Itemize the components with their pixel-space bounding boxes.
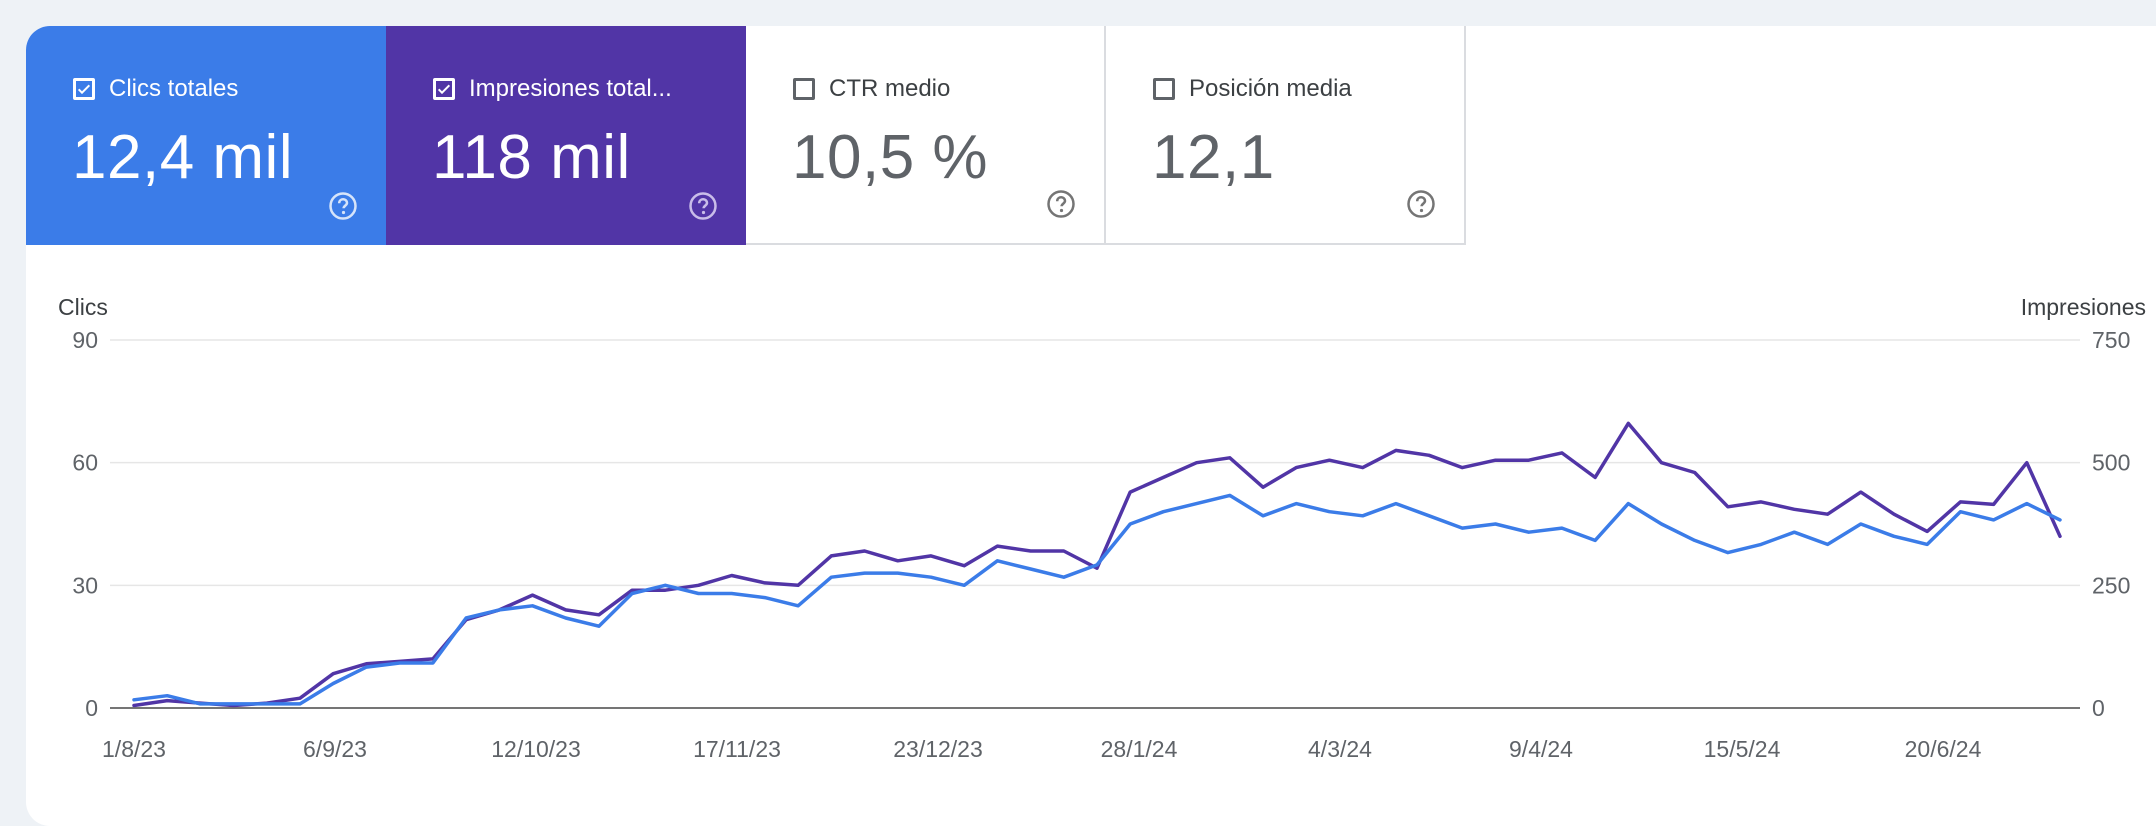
performance-chart[interactable]: Clics Impresiones 90 750 60 500 30 250 0 0 1/8/… <box>26 26 2156 826</box>
y-left-tick-label: 0 <box>85 695 98 721</box>
x-axis-ticks: 1/8/23 6/9/23 12/10/23 17/11/23 23/12/23 28/1… <box>102 736 1982 762</box>
right-axis-title: Impresiones <box>2021 294 2146 320</box>
x-tick-label: 6/9/23 <box>303 736 367 762</box>
metric-label: CTR medio <box>829 75 951 102</box>
y-right-tick-label: 750 <box>2092 327 2130 353</box>
left-axis-title: Clics <box>58 294 108 320</box>
metric-value: 10,5 % <box>792 123 989 192</box>
metric-tile-average-position[interactable]: Posición media 12,1 <box>1106 26 1466 245</box>
checkbox-icon[interactable] <box>793 78 815 100</box>
metric-tile-total-impressions[interactable]: Impresiones total... 118 mil <box>386 26 746 245</box>
checkbox-icon[interactable] <box>1153 78 1175 100</box>
x-tick-label: 4/3/24 <box>1308 736 1372 762</box>
x-tick-label: 28/1/24 <box>1101 736 1178 762</box>
metric-label: Impresiones total... <box>469 75 672 102</box>
metric-value: 12,4 mil <box>72 123 294 192</box>
metric-label: Clics totales <box>109 75 239 102</box>
metric-label: Posición media <box>1189 75 1352 102</box>
performance-card: Clics totales 12,4 mil Impresiones total… <box>26 26 2156 826</box>
y-left-tick-label: 60 <box>72 450 98 476</box>
metric-value: 118 mil <box>432 123 631 192</box>
x-tick-label: 9/4/24 <box>1509 736 1573 762</box>
help-circle-icon[interactable] <box>1406 189 1436 219</box>
x-tick-label: 12/10/23 <box>491 736 581 762</box>
help-circle-icon[interactable] <box>688 191 718 221</box>
help-circle-icon[interactable] <box>328 191 358 221</box>
y-right-tick-label: 500 <box>2092 450 2130 476</box>
y-axis-ticks: 90 750 60 500 30 250 0 0 <box>72 327 2130 721</box>
metric-value: 12,1 <box>1152 123 1275 192</box>
x-tick-label: 17/11/23 <box>693 736 781 762</box>
check-icon[interactable] <box>433 78 455 100</box>
y-right-tick-label: 250 <box>2092 572 2130 598</box>
y-right-tick-label: 0 <box>2092 695 2105 721</box>
chart-lines <box>132 421 2062 708</box>
metric-tile-average-ctr[interactable]: CTR medio 10,5 % <box>746 26 1106 245</box>
y-left-tick-label: 30 <box>72 572 98 598</box>
y-left-tick-label: 90 <box>72 327 98 353</box>
metric-tile-total-clicks[interactable]: Clics totales 12,4 mil <box>26 26 386 245</box>
chart-gridlines <box>110 339 2080 709</box>
x-tick-label: 23/12/23 <box>893 736 983 762</box>
x-tick-label: 1/8/23 <box>102 736 166 762</box>
metric-tiles: Clics totales 12,4 mil Impresiones total… <box>26 26 1466 245</box>
series-line-clics <box>132 493 2062 706</box>
help-circle-icon[interactable] <box>1046 189 1076 219</box>
x-tick-label: 20/6/24 <box>1905 736 1982 762</box>
check-icon[interactable] <box>73 78 95 100</box>
x-tick-label: 15/5/24 <box>1704 736 1781 762</box>
